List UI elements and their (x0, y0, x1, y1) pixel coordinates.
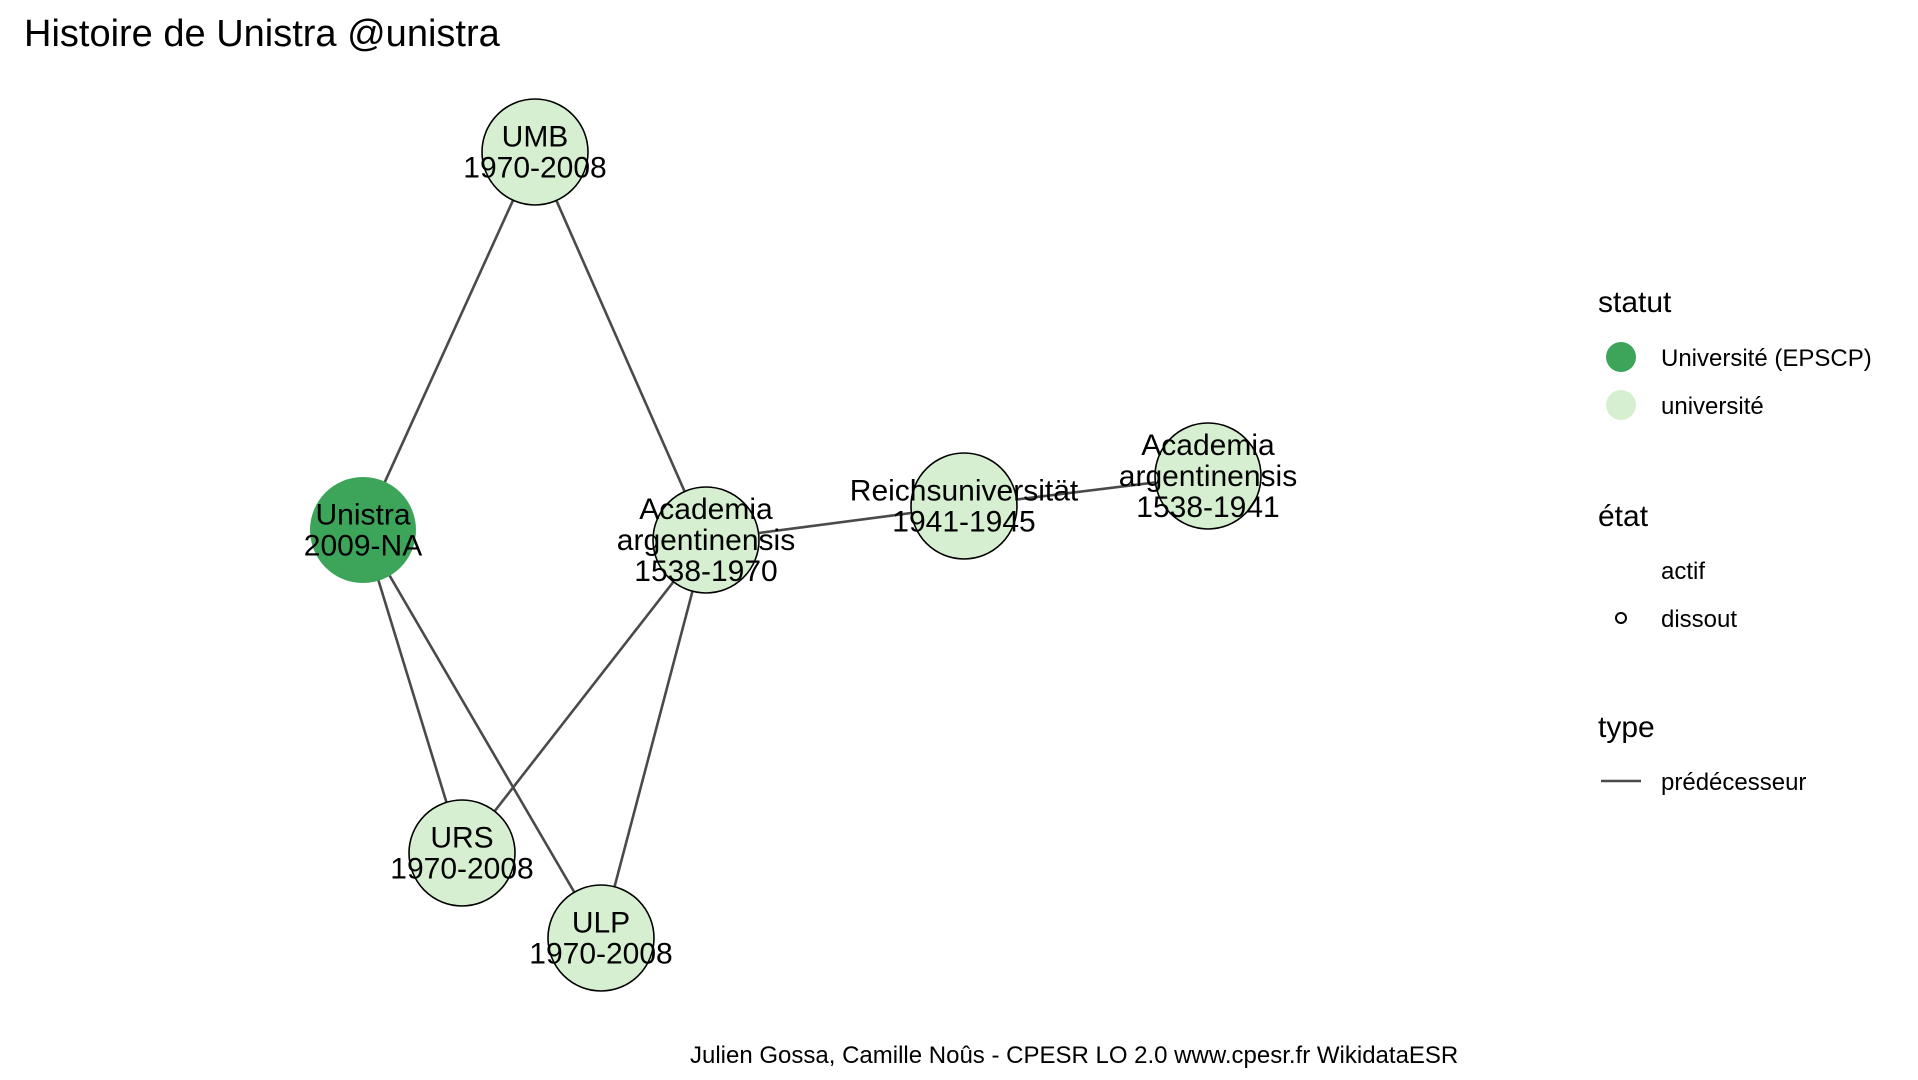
legend-dissout-symbol (1615, 612, 1627, 624)
node-label-urs-0: URS (430, 822, 493, 855)
node-label-academia1970-2: 1538-1970 (634, 555, 777, 588)
node-label-unistra-1: 2009-NA (304, 530, 422, 563)
legend-epscp-label: Université (EPSCP) (1661, 345, 1872, 372)
node-urs (408, 799, 516, 907)
node-ulp (547, 884, 655, 992)
caption: Julien Gossa, Camille Noûs - CPESR LO 2.… (690, 1042, 1458, 1069)
node-academia1970 (652, 486, 760, 594)
node-circle-academia1941 (1154, 422, 1262, 530)
node-circle-unistra (310, 477, 416, 583)
legend-type-title: type (1598, 711, 1655, 744)
node-label-ulp-0: ULP (572, 907, 630, 940)
node-label-academia1941-1: argentinensis (1119, 460, 1297, 493)
legend-statut-title: statut (1598, 286, 1672, 319)
node-umb (481, 98, 589, 206)
node-label-unistra-0: Unistra (315, 499, 410, 532)
node-reichs (910, 452, 1018, 560)
node-label-ulp-1: 1970-2008 (529, 938, 672, 971)
node-circle-umb (481, 98, 589, 206)
node-label-urs-1: 1970-2008 (390, 853, 533, 886)
legend-universite-swatch (1606, 390, 1636, 420)
legend-etat-title: état (1598, 500, 1649, 533)
legend-universite-label: université (1661, 393, 1764, 420)
legend-dissout-label: dissout (1661, 606, 1737, 633)
node-academia1941 (1154, 422, 1262, 530)
node-unistra (310, 477, 416, 583)
node-circle-academia1970 (652, 486, 760, 594)
page-title: Histoire de Unistra @unistra (24, 13, 501, 55)
node-circle-urs (408, 799, 516, 907)
legend-actif-label: actif (1661, 558, 1705, 585)
node-label-umb-0: UMB (502, 121, 569, 154)
nodes-layer: UMB1970-2008Unistra2009-NAAcademiaargent… (304, 98, 1297, 992)
legend: statut Université (EPSCP) université éta… (1598, 286, 1872, 796)
node-label-academia1970-1: argentinensis (617, 524, 795, 557)
node-label-umb-1: 1970-2008 (463, 152, 606, 185)
node-circle-ulp (547, 884, 655, 992)
node-label-academia1941-2: 1538-1941 (1136, 491, 1279, 524)
node-circle-reichs (910, 452, 1018, 560)
node-label-reichs-1: 1941-1945 (892, 506, 1035, 539)
edge-unistra-ulp (361, 529, 603, 939)
node-label-academia1970-0: Academia (639, 493, 773, 526)
legend-epscp-swatch (1606, 342, 1636, 372)
legend-predecesseur-label: prédécesseur (1661, 769, 1806, 796)
edge-academia1970-ulp (599, 539, 708, 939)
edge-academia1970-urs (460, 539, 708, 854)
node-label-academia1941-0: Academia (1141, 429, 1275, 462)
node-label-reichs-0: Reichsuniversität (850, 475, 1079, 508)
edge-unistra-urs (361, 529, 464, 854)
edge-umb-unistra (361, 151, 537, 531)
edge-umb-academia1970 (533, 151, 708, 541)
